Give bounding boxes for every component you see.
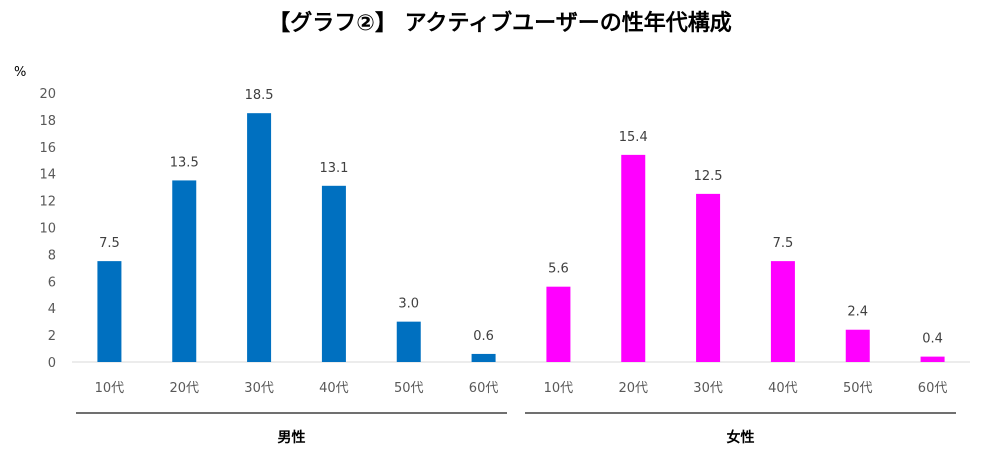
data-label: 15.4: [619, 130, 648, 145]
x-tick-label: 30代: [244, 381, 274, 396]
x-tick-label: 10代: [95, 381, 125, 396]
y-axis-ticks: 0 2 4 6 8 10 12 14 16 18 20: [39, 87, 56, 371]
chart-title: 【グラフ②】 アクティブユーザーの性年代構成: [268, 10, 731, 36]
x-tick-label: 60代: [918, 381, 948, 396]
bars: [97, 113, 945, 362]
data-label: 7.5: [773, 236, 794, 251]
bar-male-50代: [396, 321, 421, 362]
bar-female-60代: [920, 356, 945, 362]
data-label: 12.5: [694, 169, 723, 184]
data-label: 7.5: [99, 236, 120, 251]
data-label: 18.5: [245, 88, 274, 103]
x-tick-label: 60代: [469, 381, 499, 396]
bar-male-40代: [321, 185, 346, 362]
bar-female-20代: [621, 154, 646, 362]
bar-male-20代: [172, 180, 197, 362]
x-tick-label: 30代: [693, 381, 723, 396]
x-tick-label: 50代: [843, 381, 873, 396]
x-tick-label: 20代: [618, 381, 648, 396]
bar-male-10代: [97, 261, 122, 362]
x-tick-label: 50代: [394, 381, 424, 396]
y-tick-label: 4: [48, 302, 56, 317]
x-tick-label: 20代: [169, 381, 199, 396]
y-tick-label: 16: [39, 141, 56, 156]
y-tick-label: 6: [48, 275, 56, 290]
bar-female-50代: [845, 329, 870, 362]
data-label: 3.0: [398, 297, 419, 312]
x-tick-label: 40代: [319, 381, 349, 396]
y-tick-label: 14: [39, 168, 56, 183]
data-label: 0.4: [922, 332, 943, 347]
x-axis-labels: 10代 20代 30代 40代 50代 60代 10代 20代 30代 40代 50代 60代: [95, 381, 948, 396]
group-label: 男性: [278, 429, 306, 446]
y-tick-label: 20: [39, 87, 56, 102]
data-label: 5.6: [548, 262, 569, 277]
y-tick-label: 18: [39, 114, 56, 129]
group-label: 女性: [727, 429, 755, 446]
data-label: 13.1: [319, 161, 348, 176]
y-axis-unit-label: %: [14, 65, 26, 80]
y-tick-label: 0: [48, 356, 56, 371]
x-tick-label: 40代: [768, 381, 798, 396]
data-label: 2.4: [847, 305, 868, 320]
y-tick-label: 8: [48, 248, 56, 263]
x-tick-label: 10代: [544, 381, 574, 396]
bar-female-40代: [770, 261, 795, 362]
bar-male-30代: [247, 113, 272, 362]
data-label: 0.6: [473, 329, 494, 344]
y-tick-label: 10: [39, 222, 56, 237]
data-labels: 7.5 13.5 18.5 13.1 3.0 0.6 5.6 15.4 12.5 7.5 2.4 0.…: [99, 88, 943, 346]
data-label: 13.5: [170, 155, 199, 170]
bar-female-30代: [696, 193, 721, 362]
y-tick-label: 12: [39, 195, 56, 210]
y-tick-label: 2: [48, 329, 56, 344]
bar-female-10代: [546, 286, 571, 362]
bar-male-60代: [471, 353, 496, 362]
group-labels: 男性 女性: [76, 412, 956, 446]
